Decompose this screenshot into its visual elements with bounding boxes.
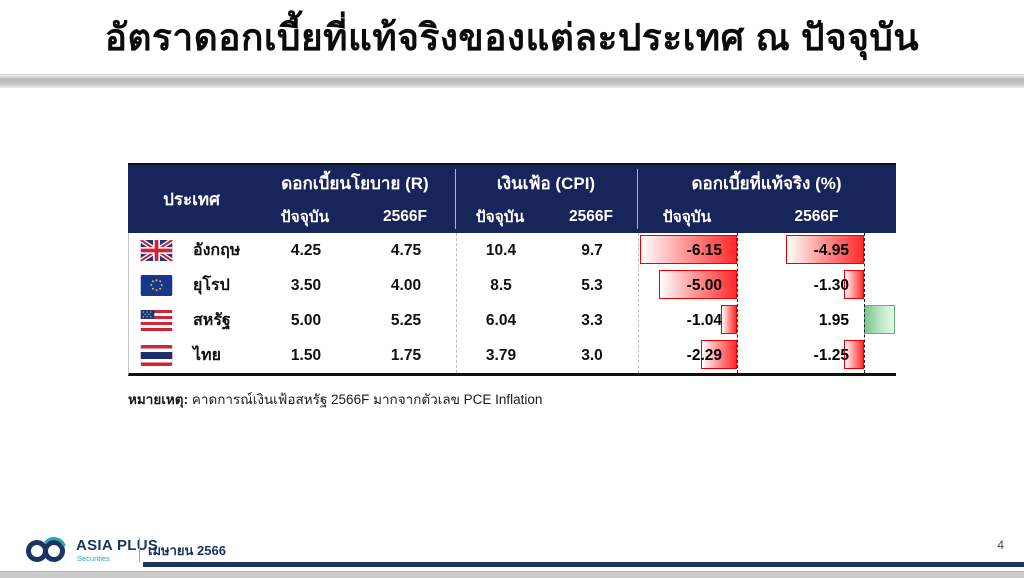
real-2566f-value: 1.95 bbox=[818, 312, 849, 329]
header-separator bbox=[637, 169, 638, 229]
cpi-current-value: 6.04 bbox=[485, 312, 517, 329]
sub-header-real-current: ปัจจุบัน bbox=[662, 209, 712, 226]
country-name: อังกฤษ bbox=[193, 242, 241, 259]
footnote-text: คาดการณ์เงินเฟ้อสหรัฐ 2566F มากจากตัวเลข… bbox=[188, 392, 543, 407]
real-current-value: -6.15 bbox=[686, 242, 722, 259]
policy-2566f-value: 5.25 bbox=[390, 312, 422, 329]
table-body: อังกฤษ 4.25 4.75 10.4 9.7 -6.15 -4.95 ยุ… bbox=[128, 233, 896, 376]
databar-real-current bbox=[640, 235, 737, 264]
databar-real-2566f bbox=[844, 340, 864, 369]
footer-divider bbox=[139, 538, 140, 562]
table-row-us: สหรัฐ 5.00 5.25 6.04 3.3 -1.04 1.95 bbox=[129, 303, 896, 338]
databar-zero-axis-current bbox=[737, 233, 738, 373]
header-separator bbox=[455, 169, 456, 229]
databar-real-2566f bbox=[786, 235, 864, 264]
real-current-value: -1.04 bbox=[686, 312, 722, 329]
real-2566f-value: -1.25 bbox=[813, 347, 849, 364]
cpi-current-value: 8.5 bbox=[490, 277, 512, 294]
sub-header-real-2566f: 2566F bbox=[794, 207, 839, 225]
column-separator bbox=[456, 233, 457, 373]
cpi-2566f-value: 3.3 bbox=[581, 312, 603, 329]
policy-current-value: 4.25 bbox=[290, 242, 322, 259]
column-separator bbox=[638, 233, 639, 373]
table-row-thailand: ไทย 1.50 1.75 3.79 3.0 -2.29 -1.25 bbox=[129, 338, 896, 373]
footer-accent-bar bbox=[143, 562, 1024, 567]
rates-table: ประเทศ ดอกเบี้ยนโยบาย (R) เงินเฟ้อ (CPI)… bbox=[128, 163, 896, 376]
footnote-label: หมายเหตุ: bbox=[128, 392, 189, 407]
footer-date: เมษายน 2566 bbox=[148, 543, 226, 558]
slide-bottom-edge bbox=[0, 571, 1024, 578]
cpi-current-value: 10.4 bbox=[485, 242, 517, 259]
table-header: ประเทศ ดอกเบี้ยนโยบาย (R) เงินเฟ้อ (CPI)… bbox=[128, 163, 896, 233]
real-current-value: -2.29 bbox=[686, 347, 722, 364]
page-title: อัตราดอกเบี้ยที่แท้จริงของแต่ละประเทศ ณ … bbox=[104, 16, 920, 58]
databar-real-current bbox=[720, 305, 737, 334]
table-row-uk: อังกฤษ 4.25 4.75 10.4 9.7 -6.15 -4.95 bbox=[129, 233, 896, 268]
databar-real-current bbox=[701, 340, 737, 369]
country-name: สหรัฐ bbox=[193, 312, 231, 329]
infinity-logo-icon bbox=[26, 537, 66, 562]
policy-2566f-value: 4.00 bbox=[390, 277, 422, 294]
databar-real-2566f bbox=[864, 305, 895, 334]
table-row-eu: ยุโรป 3.50 4.00 8.5 5.3 -5.00 -1.30 bbox=[129, 268, 896, 303]
group-header-policy-rate: ดอกเบี้ยนโยบาย (R) bbox=[281, 174, 429, 193]
footnote: หมายเหตุ: คาดการณ์เงินเฟ้อสหรัฐ 2566F มา… bbox=[128, 388, 542, 410]
uk-flag-icon bbox=[140, 240, 173, 261]
brand-name: ASIA PLUS bbox=[76, 536, 159, 554]
country-name: ยุโรป bbox=[193, 277, 230, 294]
sub-header-cpi-2566f: 2566F bbox=[569, 207, 613, 225]
us-flag-icon bbox=[140, 310, 173, 331]
cpi-current-value: 3.79 bbox=[485, 347, 517, 364]
real-2566f-value: -1.30 bbox=[813, 277, 849, 294]
sub-header-cpi-current: ปัจจุบัน bbox=[475, 209, 525, 226]
databar-zero-axis-2566f bbox=[864, 233, 865, 373]
country-name: ไทย bbox=[193, 347, 221, 364]
group-header-inflation: เงินเฟ้อ (CPI) bbox=[496, 174, 596, 193]
page-number: 4 bbox=[997, 538, 1004, 552]
brand-subtitle: Securities bbox=[77, 553, 110, 563]
sub-header-policy-2566f: 2566F bbox=[383, 207, 427, 225]
sub-header-row: ปัจจุบัน 2566F ปัจจุบัน 2566F ปัจจุบัน 2… bbox=[128, 202, 896, 233]
group-header-row: ดอกเบี้ยนโยบาย (R) เงินเฟ้อ (CPI) ดอกเบี… bbox=[128, 165, 896, 202]
databar-real-current bbox=[658, 270, 737, 299]
group-header-real-rate: ดอกเบี้ยที่แท้จริง (%) bbox=[691, 174, 842, 193]
cpi-2566f-value: 9.7 bbox=[581, 242, 603, 259]
policy-2566f-value: 1.75 bbox=[390, 347, 422, 364]
cpi-2566f-value: 5.3 bbox=[581, 277, 603, 294]
eu-flag-icon bbox=[140, 275, 173, 296]
title-divider bbox=[0, 74, 1024, 88]
policy-current-value: 1.50 bbox=[290, 347, 322, 364]
company-logo: ASIA PLUS Securities bbox=[24, 536, 158, 564]
policy-current-value: 3.50 bbox=[290, 277, 322, 294]
sub-header-policy-current: ปัจจุบัน bbox=[280, 209, 330, 226]
cpi-2566f-value: 3.0 bbox=[581, 347, 603, 364]
column-header-country: ประเทศ bbox=[163, 189, 220, 209]
databar-real-2566f bbox=[843, 270, 864, 299]
thailand-flag-icon bbox=[140, 345, 173, 366]
policy-2566f-value: 4.75 bbox=[390, 242, 422, 259]
real-2566f-value: -4.95 bbox=[813, 242, 849, 259]
policy-current-value: 5.00 bbox=[290, 312, 322, 329]
real-current-value: -5.00 bbox=[686, 277, 722, 294]
